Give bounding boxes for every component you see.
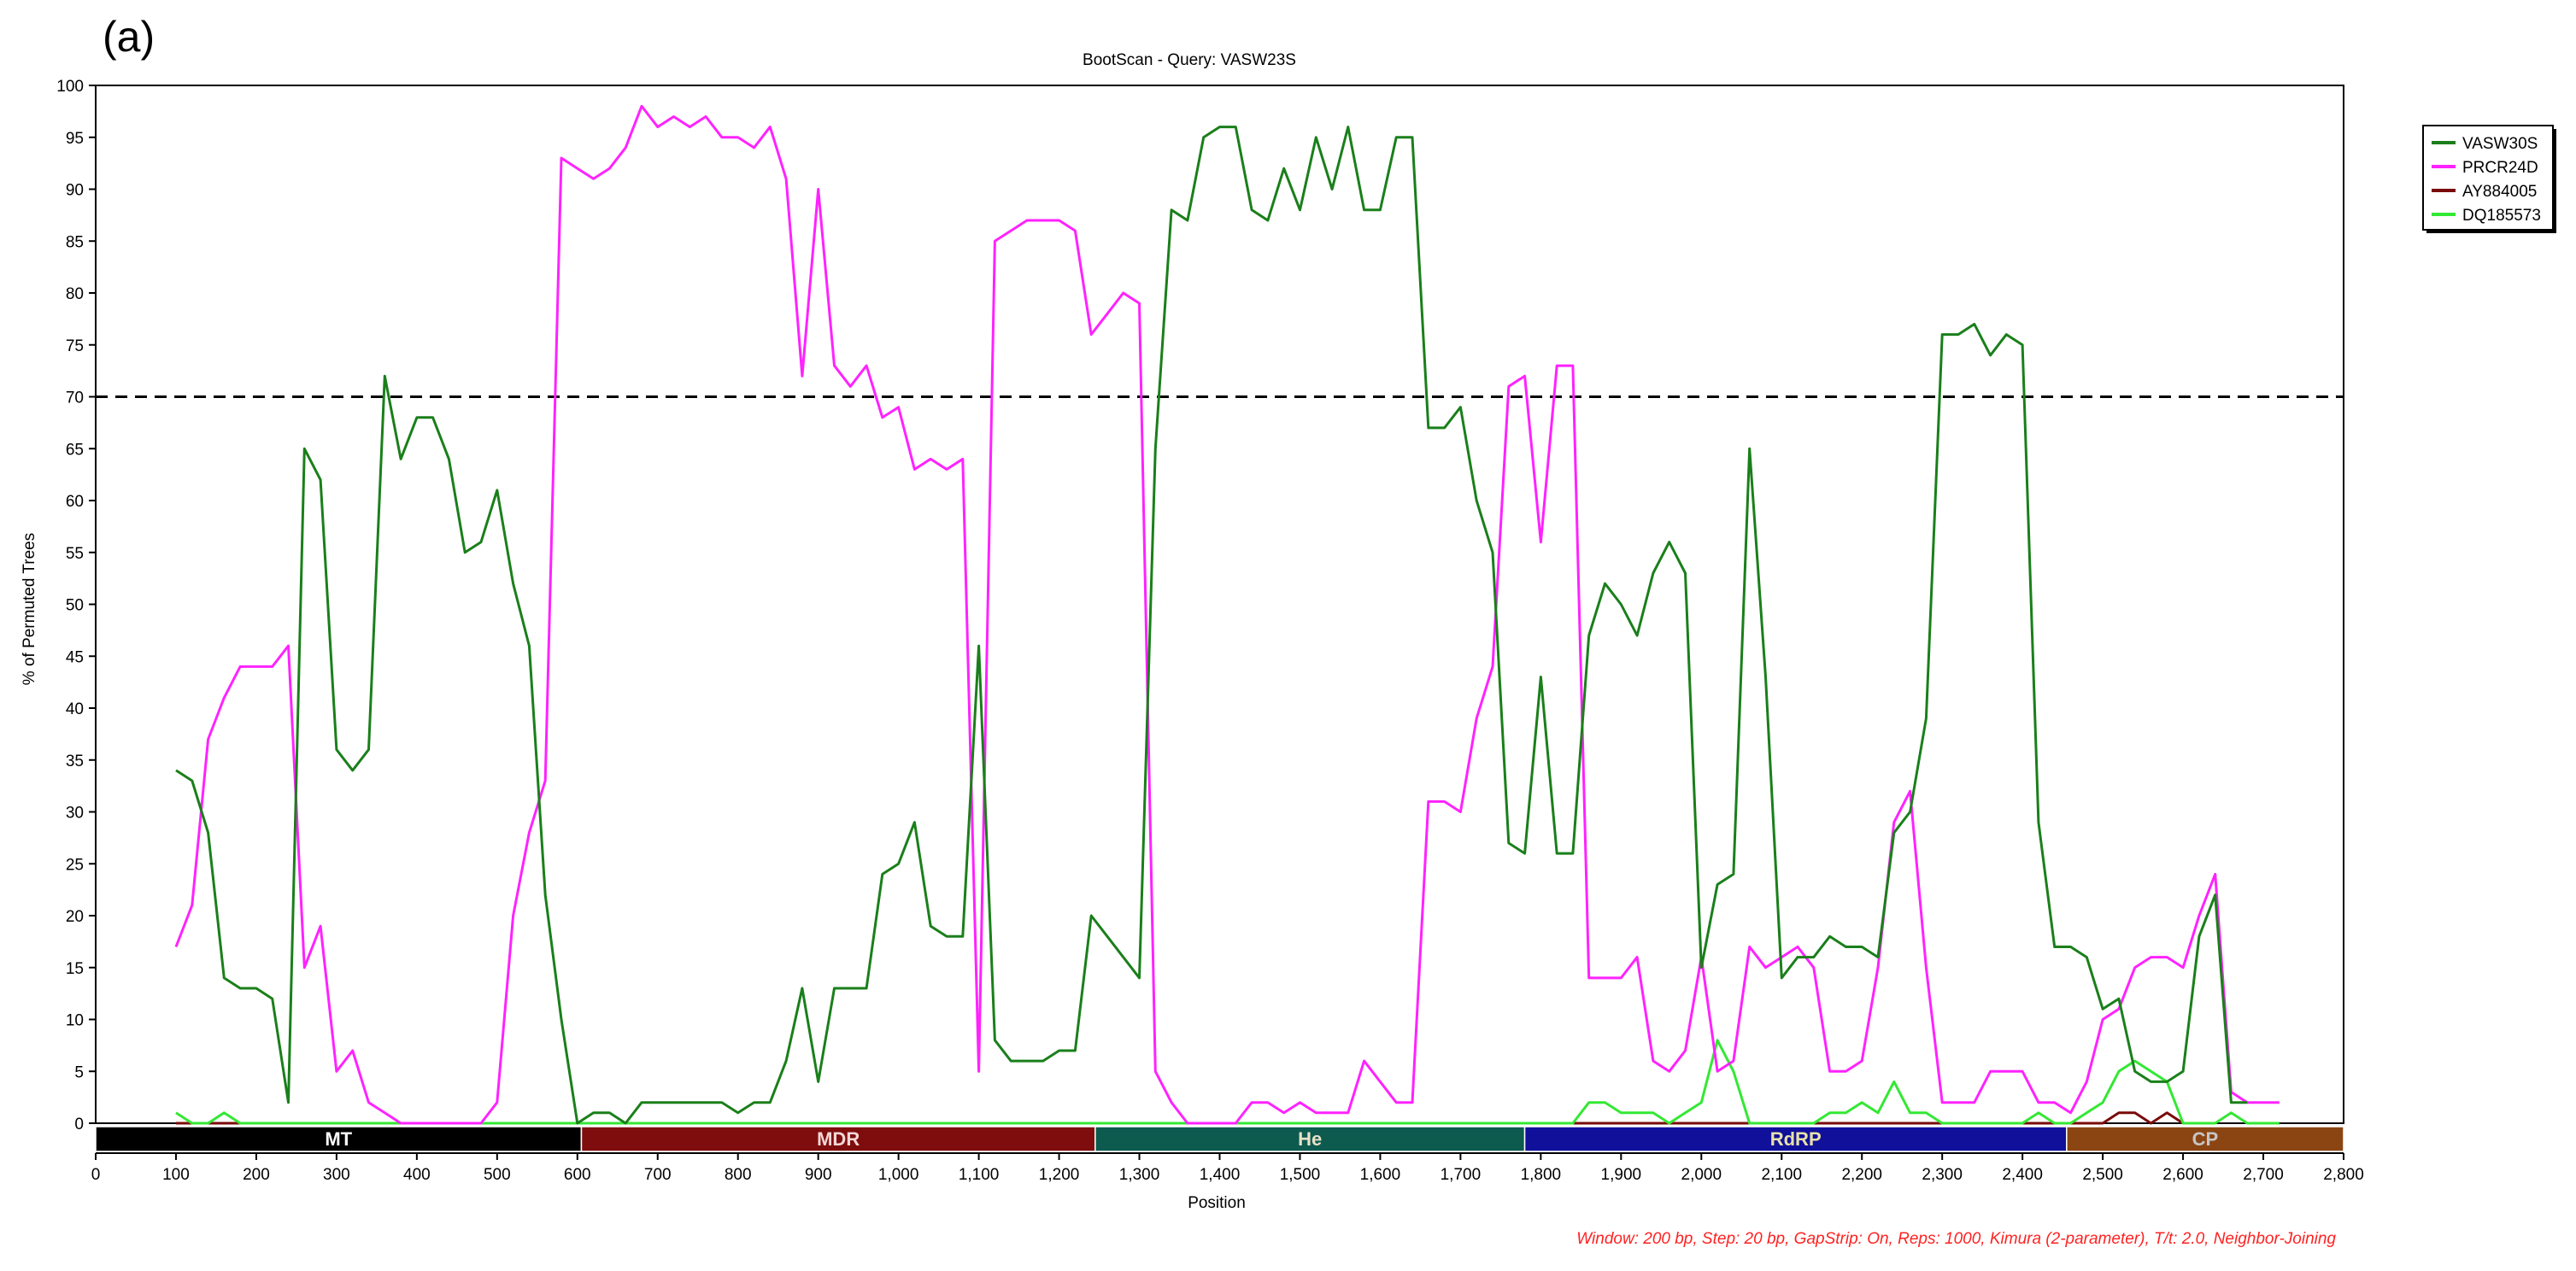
y-tick-label: 75 bbox=[66, 337, 84, 355]
x-tick-label: 1,700 bbox=[1441, 1166, 1482, 1184]
y-tick-label: 85 bbox=[66, 233, 84, 251]
x-tick-label: 1,800 bbox=[1521, 1166, 1562, 1184]
genome-region-label: MT bbox=[325, 1128, 352, 1150]
x-tick-label: 1,500 bbox=[1280, 1166, 1321, 1184]
x-tick-label: 1,300 bbox=[1119, 1166, 1160, 1184]
x-tick-label: 1,200 bbox=[1039, 1166, 1080, 1184]
x-tick-label: 400 bbox=[403, 1166, 431, 1184]
x-tick-label: 2,600 bbox=[2162, 1166, 2203, 1184]
x-tick-label: 2,800 bbox=[2323, 1166, 2364, 1184]
y-tick-label: 40 bbox=[66, 700, 84, 718]
series-line-prcr24d bbox=[174, 104, 2280, 1125]
y-tick-label: 90 bbox=[66, 182, 84, 200]
genome-region-mt bbox=[95, 1126, 583, 1152]
x-tick-label: 100 bbox=[162, 1166, 190, 1184]
y-tick-label: 100 bbox=[56, 78, 84, 96]
y-tick-label: 50 bbox=[66, 597, 84, 615]
y-tick-label: 45 bbox=[66, 648, 84, 666]
y-tick-label: 65 bbox=[66, 441, 84, 459]
y-tick-label: 70 bbox=[66, 390, 84, 407]
x-tick-label: 1,900 bbox=[1601, 1166, 1642, 1184]
y-tick-label: 55 bbox=[66, 545, 84, 563]
x-tick-label: 1,000 bbox=[878, 1166, 919, 1184]
genome-region-cp bbox=[2066, 1126, 2344, 1152]
y-tick-label: 15 bbox=[66, 960, 84, 978]
genome-region-label: MDR bbox=[817, 1128, 860, 1150]
x-tick-label: 700 bbox=[644, 1166, 672, 1184]
series-line-dq185573 bbox=[175, 1039, 2280, 1125]
y-tick-label: 20 bbox=[66, 908, 84, 926]
x-tick-label: 300 bbox=[323, 1166, 350, 1184]
x-tick-label: 2,300 bbox=[1922, 1166, 1963, 1184]
series-line-vasw30s bbox=[175, 126, 2248, 1125]
x-tick-label: 1,400 bbox=[1200, 1166, 1241, 1184]
x-tick-label: 2,500 bbox=[2082, 1166, 2123, 1184]
series-line-ay884005 bbox=[176, 1111, 2199, 1125]
y-axis-label: % of Permuted Trees bbox=[21, 533, 38, 685]
x-tick-label: 2,200 bbox=[1841, 1166, 1882, 1184]
x-tick-label: 1,100 bbox=[959, 1166, 1000, 1184]
y-tick-label: 60 bbox=[66, 493, 84, 511]
y-tick-label: 5 bbox=[74, 1063, 84, 1081]
genome-region-rdrp bbox=[1523, 1126, 2068, 1152]
x-axis-label: Position bbox=[1188, 1194, 1246, 1212]
x-tick-label: 1,600 bbox=[1360, 1166, 1401, 1184]
genome-region-mdr bbox=[580, 1126, 1096, 1152]
y-tick-label: 30 bbox=[66, 805, 84, 823]
method-footnote: Window: 200 bp, Step: 20 bp, GapStrip: O… bbox=[1576, 1230, 2336, 1248]
genome-region-label: RdRP bbox=[1770, 1128, 1822, 1150]
legend-label: VASW30S bbox=[2462, 135, 2538, 153]
legend-label: DQ185573 bbox=[2462, 207, 2541, 225]
x-tick-label: 2,100 bbox=[1761, 1166, 1802, 1184]
legend-label: AY884005 bbox=[2462, 183, 2537, 201]
x-tick-label: 2,000 bbox=[1681, 1166, 1722, 1184]
x-tick-label: 2,400 bbox=[2002, 1166, 2043, 1184]
y-tick-label: 0 bbox=[74, 1116, 84, 1133]
x-tick-label: 900 bbox=[805, 1166, 832, 1184]
x-tick-label: 600 bbox=[564, 1166, 591, 1184]
y-tick-label: 35 bbox=[66, 753, 84, 770]
x-tick-label: 800 bbox=[725, 1166, 752, 1184]
y-tick-label: 10 bbox=[66, 1012, 84, 1030]
plot-frame bbox=[95, 85, 2344, 1124]
genome-region-label: CP bbox=[2192, 1128, 2219, 1150]
genome-region-he bbox=[1094, 1126, 1526, 1152]
chart-title: BootScan - Query: VASW23S bbox=[1083, 51, 1296, 69]
x-tick-label: 2,700 bbox=[2243, 1166, 2284, 1184]
x-tick-label: 200 bbox=[243, 1166, 270, 1184]
y-tick-label: 95 bbox=[66, 130, 84, 148]
genome-region-label: He bbox=[1298, 1128, 1322, 1150]
y-tick-label: 25 bbox=[66, 856, 84, 874]
x-tick-label: 500 bbox=[484, 1166, 511, 1184]
y-tick-label: 80 bbox=[66, 285, 84, 303]
legend-label: PRCR24D bbox=[2462, 159, 2538, 177]
panel-label: (a) bbox=[103, 13, 155, 61]
x-tick-label: 0 bbox=[91, 1166, 101, 1184]
